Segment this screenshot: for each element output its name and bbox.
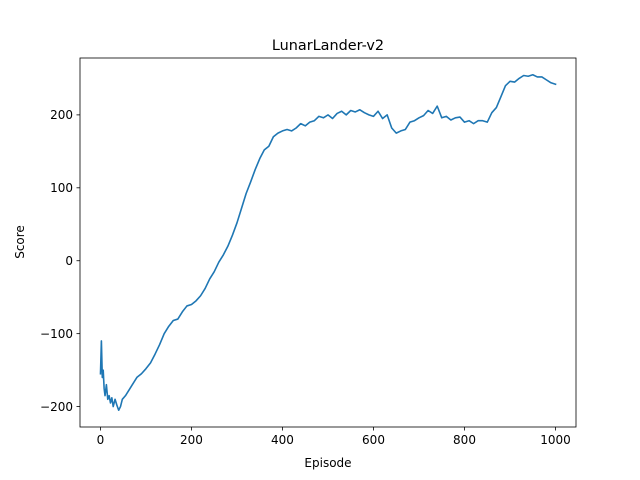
x-tick-label: 800 <box>453 433 476 447</box>
x-axis-label: Episode <box>304 456 351 470</box>
chart-title: LunarLander-v2 <box>272 38 384 54</box>
plot-area <box>99 73 557 412</box>
x-tick-label: 200 <box>180 433 203 447</box>
y-tick-label: 100 <box>50 181 73 195</box>
y-tick-label: 200 <box>50 108 73 122</box>
y-tick-label: −100 <box>40 327 73 341</box>
x-tick-label: 400 <box>271 433 294 447</box>
x-tick-label: 0 <box>97 433 105 447</box>
x-tick-label: 600 <box>362 433 385 447</box>
y-tick-label: 0 <box>65 254 73 268</box>
y-axis-label: Score <box>13 225 27 259</box>
axes: 0 200 400 600 800 1000 −200 −100 0 100 200 <box>40 57 577 447</box>
y-tick-label: −200 <box>40 400 73 414</box>
x-tick-label: 1000 <box>540 433 571 447</box>
series-line-0 <box>99 73 557 412</box>
axes-frame <box>79 57 577 428</box>
